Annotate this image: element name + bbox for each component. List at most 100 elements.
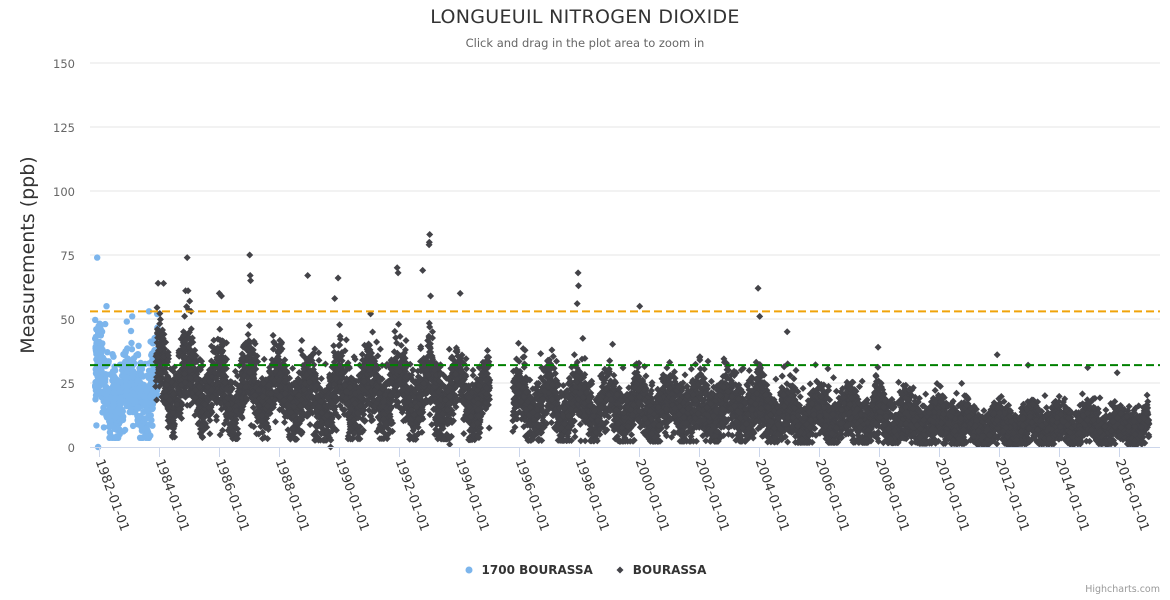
data-point[interactable]: [142, 360, 149, 368]
data-point[interactable]: [128, 346, 136, 353]
data-point[interactable]: [103, 414, 111, 421]
data-point[interactable]: [142, 415, 149, 422]
data-point[interactable]: [116, 431, 123, 438]
data-point[interactable]: [106, 434, 113, 441]
data-point[interactable]: [138, 423, 145, 430]
data-point[interactable]: [128, 339, 135, 347]
data-point[interactable]: [102, 400, 109, 407]
y-tick-label: 0: [68, 441, 75, 455]
data-point[interactable]: [103, 371, 110, 378]
data-point[interactable]: [104, 349, 111, 356]
data-point[interactable]: [129, 367, 136, 375]
data-point[interactable]: [112, 395, 119, 402]
data-point[interactable]: [687, 365, 695, 373]
data-point[interactable]: [92, 316, 99, 324]
data-point[interactable]: [145, 308, 153, 315]
data-point[interactable]: [244, 331, 252, 338]
data-point[interactable]: [111, 425, 118, 432]
data-point[interactable]: [97, 325, 104, 333]
data-point[interactable]: [124, 357, 132, 364]
data-point[interactable]: [317, 375, 325, 383]
data-point[interactable]: [641, 363, 648, 370]
data-point[interactable]: [133, 404, 141, 411]
data-point[interactable]: [147, 379, 155, 386]
data-point[interactable]: [94, 369, 102, 376]
y-tick-label: 25: [60, 377, 75, 391]
data-point[interactable]: [96, 338, 103, 346]
data-point[interactable]: [97, 350, 105, 358]
data-point[interactable]: [110, 382, 117, 389]
data-point[interactable]: [127, 395, 134, 402]
data-point[interactable]: [94, 254, 101, 261]
data-point[interactable]: [112, 367, 119, 374]
data-point[interactable]: [953, 389, 960, 397]
series-1700-bourassa[interactable]: [92, 254, 162, 451]
data-point[interactable]: [138, 371, 145, 379]
data-point[interactable]: [123, 382, 130, 389]
data-point[interactable]: [606, 357, 614, 365]
y-tick-label: 50: [60, 313, 75, 327]
data-point[interactable]: [110, 401, 117, 409]
data-point[interactable]: [117, 396, 125, 403]
data-point[interactable]: [123, 318, 130, 325]
series-bourassa[interactable]: [152, 231, 1153, 451]
data-point[interactable]: [109, 351, 116, 358]
y-axis-title: Measurements (ppb): [17, 156, 39, 353]
data-point[interactable]: [152, 388, 160, 396]
data-point[interactable]: [122, 374, 130, 381]
data-point[interactable]: [469, 366, 477, 374]
data-point[interactable]: [97, 389, 104, 396]
data-point[interactable]: [109, 374, 117, 381]
data-point[interactable]: [140, 393, 148, 401]
data-point[interactable]: [100, 424, 108, 431]
y-tick-label: 125: [53, 121, 75, 135]
data-point[interactable]: [95, 384, 102, 391]
gridlines: [90, 62, 1160, 384]
data-point[interactable]: [134, 377, 141, 385]
data-point[interactable]: [148, 405, 156, 413]
data-point[interactable]: [216, 325, 224, 333]
data-point[interactable]: [1078, 390, 1086, 398]
data-point[interactable]: [110, 389, 118, 396]
data-point[interactable]: [103, 303, 110, 310]
data-point[interactable]: [129, 313, 136, 320]
data-point[interactable]: [94, 377, 101, 385]
data-point[interactable]: [460, 430, 468, 438]
data-point[interactable]: [260, 355, 268, 363]
data-point[interactable]: [306, 421, 314, 429]
data-point[interactable]: [102, 391, 110, 398]
data-point[interactable]: [153, 304, 161, 312]
data-point[interactable]: [143, 399, 150, 406]
data-point[interactable]: [102, 320, 109, 328]
data-point[interactable]: [143, 372, 151, 379]
data-point[interactable]: [125, 402, 132, 409]
y-tick-label: 100: [53, 185, 75, 199]
data-point[interactable]: [147, 393, 154, 401]
y-axis-labels: 0 25 50 75 100 125 150: [53, 57, 75, 455]
data-point[interactable]: [579, 334, 587, 342]
data-point[interactable]: [93, 422, 100, 429]
data-point[interactable]: [147, 412, 154, 419]
data-point[interactable]: [96, 344, 104, 351]
data-point[interactable]: [129, 422, 137, 430]
data-point[interactable]: [142, 432, 149, 439]
data-point[interactable]: [135, 342, 142, 349]
data-point[interactable]: [147, 338, 154, 345]
data-point[interactable]: [115, 405, 123, 412]
data-point[interactable]: [127, 327, 135, 335]
data-point[interactable]: [133, 352, 140, 359]
data-point[interactable]: [143, 387, 150, 395]
data-point[interactable]: [96, 320, 103, 327]
data-point[interactable]: [112, 413, 120, 421]
data-point[interactable]: [570, 351, 578, 359]
data-point[interactable]: [958, 379, 966, 387]
data-point[interactable]: [136, 384, 143, 392]
data-point[interactable]: [922, 390, 930, 398]
data-point[interactable]: [576, 420, 584, 428]
data-point[interactable]: [143, 425, 150, 432]
data-point[interactable]: [402, 337, 410, 344]
y-tick-label: 75: [60, 249, 75, 263]
y-tick-label: 150: [53, 57, 75, 71]
data-point[interactable]: [121, 426, 129, 434]
